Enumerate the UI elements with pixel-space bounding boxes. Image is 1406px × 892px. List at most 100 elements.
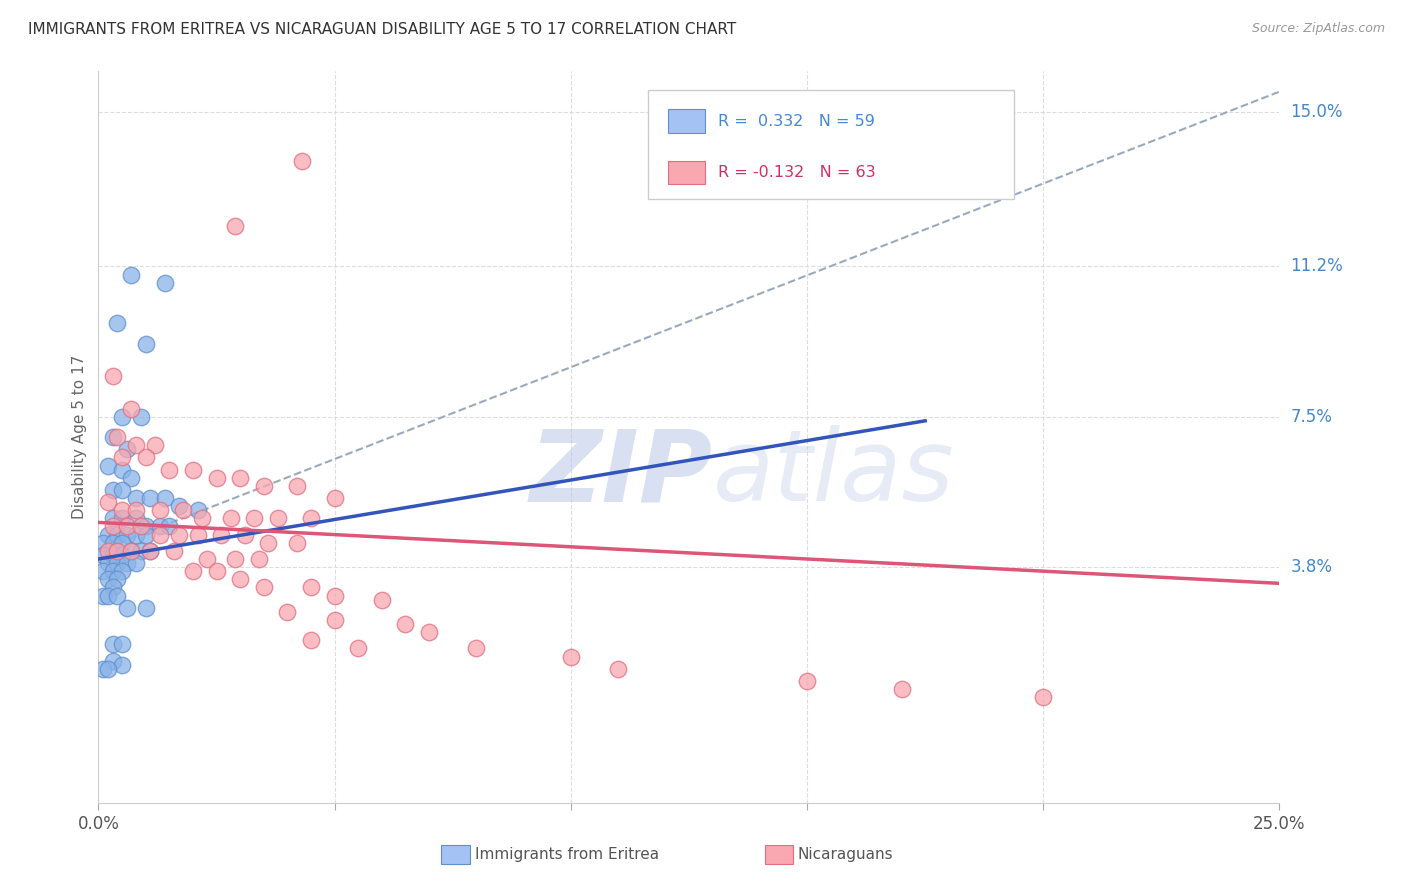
Point: [101, 654, 124, 668]
Point: [111, 503, 134, 517]
Point: [115, 519, 138, 533]
Point: [323, 491, 346, 505]
Text: atlas: atlas: [713, 425, 955, 522]
Point: [101, 519, 124, 533]
Point: [129, 519, 152, 533]
Y-axis label: Disability Age 5 to 17: Disability Age 5 to 17: [72, 355, 87, 519]
Point: [135, 519, 157, 533]
Point: [121, 544, 143, 558]
Point: [111, 657, 134, 672]
Point: [101, 430, 124, 444]
Point: [125, 511, 148, 525]
Point: [323, 589, 346, 603]
Point: [172, 503, 194, 517]
Bar: [668, 161, 706, 184]
Text: Immigrants from Eritrea: Immigrants from Eritrea: [475, 847, 659, 862]
Point: [143, 438, 166, 452]
Point: [135, 600, 157, 615]
Point: [91, 535, 114, 549]
Bar: [668, 110, 706, 133]
Point: [135, 336, 157, 351]
Point: [205, 471, 228, 485]
Point: [115, 527, 138, 541]
Point: [607, 662, 630, 676]
Point: [153, 276, 176, 290]
Point: [139, 491, 162, 505]
Point: [129, 409, 152, 424]
Point: [167, 499, 190, 513]
Point: [233, 527, 256, 541]
Point: [267, 511, 290, 525]
Point: [121, 401, 143, 416]
Text: IMMIGRANTS FROM ERITREA VS NICARAGUAN DISABILITY AGE 5 TO 17 CORRELATION CHART: IMMIGRANTS FROM ERITREA VS NICARAGUAN DI…: [28, 22, 737, 37]
Point: [105, 430, 128, 444]
Point: [105, 556, 128, 570]
Point: [125, 491, 148, 505]
Point: [101, 511, 124, 525]
Point: [224, 219, 246, 233]
Point: [209, 527, 232, 541]
Point: [97, 458, 120, 473]
Point: [97, 544, 120, 558]
Point: [101, 564, 124, 578]
Text: Nicaraguans: Nicaraguans: [797, 847, 893, 862]
Point: [105, 316, 128, 330]
Point: [465, 641, 488, 656]
FancyBboxPatch shape: [648, 90, 1014, 200]
Point: [91, 662, 114, 676]
Point: [105, 589, 128, 603]
Point: [181, 462, 204, 476]
Point: [97, 589, 120, 603]
Point: [205, 564, 228, 578]
Point: [323, 613, 346, 627]
Point: [105, 572, 128, 586]
Text: R =  0.332   N = 59: R = 0.332 N = 59: [718, 113, 876, 128]
Point: [125, 503, 148, 517]
Point: [394, 617, 416, 632]
Point: [187, 503, 209, 517]
Point: [257, 535, 280, 549]
Point: [247, 552, 270, 566]
Point: [347, 641, 370, 656]
Point: [418, 625, 440, 640]
Point: [135, 527, 157, 541]
Point: [91, 548, 114, 562]
Point: [163, 544, 186, 558]
Point: [149, 527, 172, 541]
Point: [115, 556, 138, 570]
Point: [105, 527, 128, 541]
Point: [111, 564, 134, 578]
Point: [125, 527, 148, 541]
Point: [129, 544, 152, 558]
Point: [229, 471, 252, 485]
Point: [276, 605, 298, 619]
Point: [243, 511, 266, 525]
Point: [253, 479, 276, 493]
Point: [139, 544, 162, 558]
Point: [111, 535, 134, 549]
Point: [195, 552, 218, 566]
Point: [253, 581, 276, 595]
Point: [125, 556, 148, 570]
Point: [97, 662, 120, 676]
Point: [371, 592, 394, 607]
Point: [285, 535, 308, 549]
Point: [111, 548, 134, 562]
Point: [153, 491, 176, 505]
Point: [299, 511, 322, 525]
Text: ZIP: ZIP: [530, 425, 713, 522]
Point: [115, 442, 138, 457]
Point: [191, 511, 214, 525]
Point: [290, 153, 312, 168]
Point: [97, 495, 120, 509]
Point: [97, 527, 120, 541]
Point: [181, 564, 204, 578]
Point: [91, 564, 114, 578]
Point: [111, 462, 134, 476]
Text: Source: ZipAtlas.com: Source: ZipAtlas.com: [1251, 22, 1385, 36]
Point: [167, 527, 190, 541]
Point: [105, 544, 128, 558]
Point: [101, 581, 124, 595]
Point: [890, 681, 912, 696]
Point: [229, 572, 252, 586]
